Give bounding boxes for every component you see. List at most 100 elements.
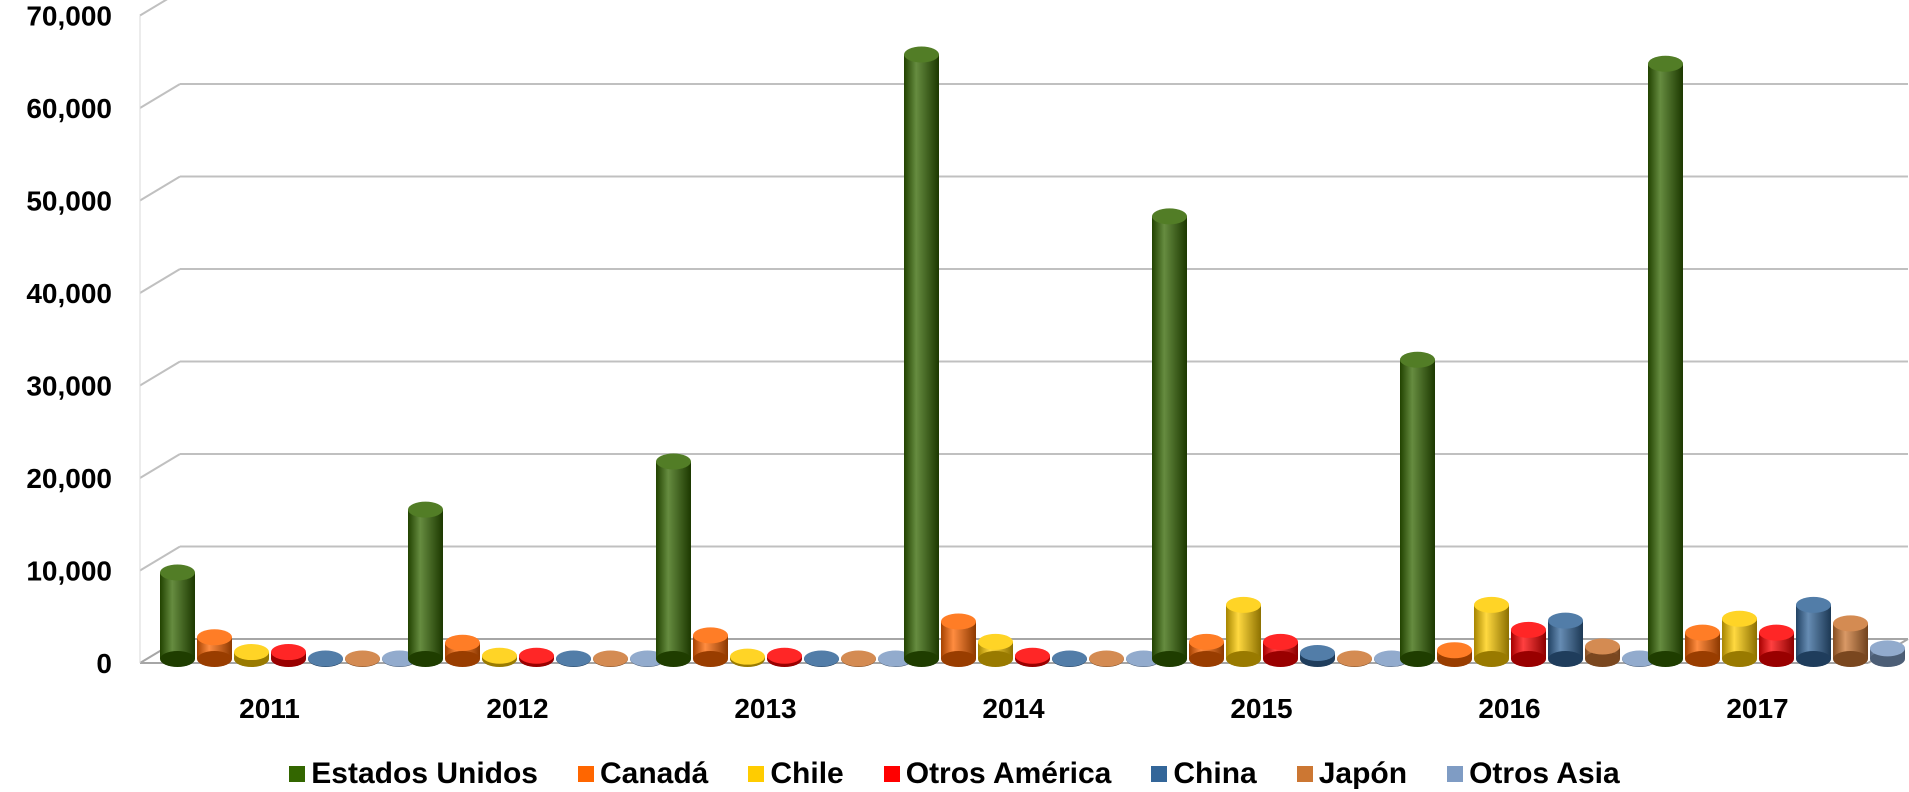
bar-top — [1152, 208, 1187, 225]
bar-body — [1474, 604, 1509, 659]
legend-label: Estados Unidos — [311, 756, 538, 790]
bar-base — [160, 651, 195, 667]
bar-top — [482, 647, 517, 664]
bar-top — [1263, 633, 1298, 650]
gridline-depth — [139, 83, 181, 109]
bar-top — [445, 634, 480, 651]
bar-top — [593, 650, 628, 667]
bar-base — [978, 651, 1013, 667]
y-tick-label: 50,000 — [26, 186, 112, 217]
bar-top — [1089, 650, 1124, 667]
gridline-depth — [139, 453, 181, 479]
legend-swatch-canada — [578, 765, 594, 782]
bar-top — [1759, 624, 1794, 641]
bar — [1337, 650, 1372, 667]
gridlines — [139, 0, 1909, 664]
bar-top — [1511, 621, 1546, 638]
bar — [308, 650, 343, 667]
bar — [1152, 208, 1187, 667]
bar-top — [1474, 596, 1509, 613]
bar-top — [1437, 642, 1472, 659]
bar-top — [1870, 640, 1905, 657]
bar-base — [445, 651, 480, 667]
bar-body — [160, 572, 195, 659]
bar — [1474, 596, 1509, 667]
bar-body — [408, 509, 443, 659]
bar-base — [408, 651, 443, 667]
bar — [804, 650, 839, 667]
bar-top — [408, 501, 443, 518]
bar-base — [1548, 651, 1583, 667]
bar — [1089, 650, 1124, 667]
bar-top — [904, 46, 939, 63]
bar-top — [1337, 650, 1372, 667]
bar-top — [1400, 351, 1435, 368]
bar — [1189, 633, 1224, 667]
bar-top — [804, 650, 839, 667]
bar — [1437, 642, 1472, 667]
bar — [730, 648, 765, 667]
bar-base — [1474, 651, 1509, 667]
legend-swatch-japon — [1296, 765, 1313, 782]
bar — [271, 644, 306, 667]
bar-base — [1189, 651, 1224, 667]
bar — [693, 627, 728, 667]
bar — [234, 644, 269, 667]
bar-top — [1685, 624, 1720, 641]
bar-body — [1648, 63, 1683, 659]
x-axis-categories: 2011 2012 2013 2014 2015 2016 2017 — [239, 693, 1789, 724]
bar-top — [1648, 55, 1683, 72]
legend-label: Otros Asia — [1469, 756, 1620, 790]
y-tick-label: 30,000 — [26, 371, 112, 402]
bar-top — [693, 627, 728, 644]
bar-base — [1759, 651, 1794, 667]
legend-label: Canadá — [600, 756, 709, 790]
bar-body — [1796, 604, 1831, 659]
x-category-label: 2015 — [1230, 693, 1292, 724]
legend-swatch-chile — [748, 765, 765, 782]
bar — [1511, 621, 1546, 667]
bar — [767, 647, 802, 667]
y-tick-label: 20,000 — [26, 463, 112, 494]
bar-base — [1685, 651, 1720, 667]
legend-item: Estados Unidos — [289, 757, 538, 791]
gridline-depth — [139, 0, 168, 17]
bar-top — [1833, 615, 1868, 632]
bar-top — [197, 629, 232, 646]
bar-base — [1796, 651, 1831, 667]
gridline-depth — [139, 268, 181, 294]
bar-base — [1511, 651, 1546, 667]
gridline-depth — [139, 360, 181, 387]
legend-item: Otros Asia — [1447, 757, 1620, 791]
x-category-label: 2016 — [1478, 693, 1540, 724]
y-tick-label: 10,000 — [26, 556, 112, 587]
bar-base — [1263, 651, 1298, 667]
bar — [1548, 612, 1583, 667]
x-category-label: 2017 — [1726, 693, 1788, 724]
bar — [408, 501, 443, 667]
bar — [197, 629, 232, 667]
legend: Estados Unidos Canadá Chile Otros Améric… — [0, 755, 1909, 792]
bar-base — [693, 651, 728, 667]
bar-top — [308, 650, 343, 667]
legend-item: Otros América — [883, 756, 1112, 791]
bar-base — [1833, 651, 1868, 667]
gridline-depth — [139, 545, 181, 572]
chart: 0 10,000 20,000 30,000 40,000 50,000 60,000 70,… — [26, 0, 1909, 724]
bar — [1833, 615, 1868, 667]
bar-body — [1400, 359, 1435, 659]
bar-top — [978, 633, 1013, 650]
bar-base — [1722, 651, 1757, 667]
legend-label: China — [1173, 756, 1257, 790]
bar-top — [1226, 596, 1261, 613]
bar-base — [656, 651, 691, 667]
bar — [519, 647, 554, 667]
bar — [1226, 596, 1261, 667]
bar-top — [1189, 633, 1224, 650]
bar-body — [656, 461, 691, 659]
legend-label: Otros América — [905, 756, 1112, 790]
bar — [1722, 610, 1757, 667]
bar-top — [1585, 638, 1620, 655]
bar — [841, 650, 876, 667]
bar-body — [1226, 604, 1261, 659]
